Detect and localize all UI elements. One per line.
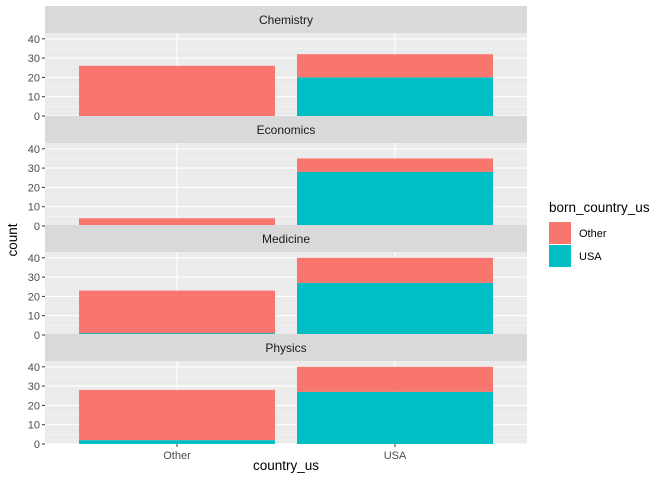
bar-usa-usa bbox=[297, 171, 493, 226]
y-tick-label: 10 bbox=[28, 202, 40, 214]
x-tick-label: USA bbox=[384, 450, 407, 462]
bar-other-usa bbox=[297, 158, 493, 172]
legend-title: born_country_us bbox=[549, 200, 650, 215]
bar-other-other bbox=[79, 218, 275, 226]
bar-usa-usa bbox=[297, 77, 493, 116]
y-tick-label: 30 bbox=[28, 272, 40, 284]
facet-strip bbox=[45, 116, 527, 143]
facet-strip-label: Physics bbox=[265, 341, 306, 355]
bar-other-usa bbox=[297, 366, 493, 392]
facet-strip bbox=[45, 334, 527, 361]
y-tick-label: 30 bbox=[28, 53, 40, 65]
legend-key-usa bbox=[549, 245, 571, 267]
y-tick-label: 20 bbox=[28, 400, 40, 412]
bar-usa-usa bbox=[297, 282, 493, 335]
legend-label-other: Other bbox=[579, 228, 607, 240]
bar-other-usa bbox=[297, 54, 493, 78]
y-tick-label: 20 bbox=[28, 72, 40, 84]
y-tick-label: 20 bbox=[28, 182, 40, 194]
facet-strip-label: Chemistry bbox=[259, 13, 313, 27]
facet-strip bbox=[45, 6, 527, 33]
y-tick-label: 40 bbox=[28, 362, 40, 374]
x-axis: Other USA bbox=[163, 444, 407, 462]
y-tick-label: 30 bbox=[28, 381, 40, 393]
y-tick-label: 40 bbox=[28, 253, 40, 265]
facet-panels: Chemistry010203040Economics010203040Medi… bbox=[28, 6, 527, 451]
y-axis-title: count bbox=[5, 223, 20, 256]
y-tick-label: 0 bbox=[34, 439, 40, 451]
facet-panel-physics: Physics 0 10 20 30 40 bbox=[28, 334, 527, 451]
facet-strip bbox=[45, 225, 527, 252]
facet-panel-economics: Economics 0 10 20 30 40 bbox=[28, 116, 527, 233]
y-tick-label: 0 bbox=[34, 111, 40, 123]
facet-panel-chemistry: Chemistry 0 10 20 30 40 bbox=[28, 6, 527, 123]
legend: born_country_us Other USA bbox=[549, 200, 650, 267]
bar-usa-other bbox=[79, 440, 275, 444]
y-tick-label: 30 bbox=[28, 163, 40, 175]
y-tick-label: 10 bbox=[28, 311, 40, 323]
legend-label-usa: USA bbox=[579, 251, 602, 263]
x-axis-title: country_us bbox=[253, 458, 319, 473]
y-tick-label: 10 bbox=[28, 92, 40, 104]
facet-strip-label: Economics bbox=[257, 123, 316, 137]
bar-other-usa bbox=[297, 257, 493, 283]
bar-other-other bbox=[79, 65, 275, 116]
y-tick-label: 10 bbox=[28, 420, 40, 432]
y-tick-label: 0 bbox=[34, 330, 40, 342]
y-tick-label: 0 bbox=[34, 221, 40, 233]
bar-usa-usa bbox=[297, 391, 493, 444]
bar-other-other bbox=[79, 290, 275, 334]
legend-key-other bbox=[549, 222, 571, 244]
facet-strip-label: Medicine bbox=[262, 232, 310, 246]
y-tick-label: 40 bbox=[28, 144, 40, 156]
facet-panel-medicine: Medicine 0 10 20 30 40 bbox=[28, 225, 527, 342]
bar-other-other bbox=[79, 389, 275, 441]
x-tick-label: Other bbox=[163, 450, 191, 462]
y-tick-label: 20 bbox=[28, 291, 40, 303]
y-tick-label: 40 bbox=[28, 34, 40, 46]
